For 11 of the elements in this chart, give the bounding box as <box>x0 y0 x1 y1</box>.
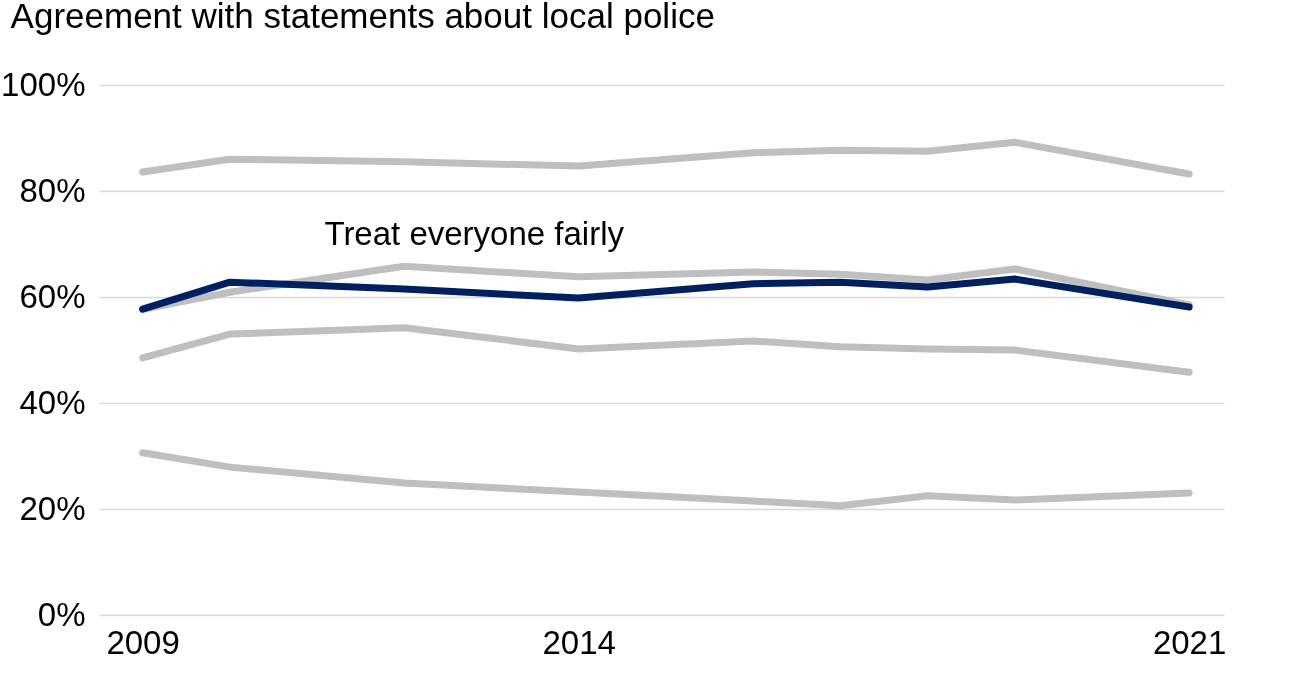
y-tick-label: 60% <box>19 277 86 315</box>
y-tick-label: 100% <box>1 65 86 103</box>
y-tick-label: 40% <box>19 383 86 421</box>
series-label: Treat everyone fairly <box>324 215 625 253</box>
chart-title: Agreement with statements about local police <box>10 0 715 35</box>
x-tick-label: 2009 <box>106 623 180 661</box>
x-tick-label: 2021 <box>1152 623 1227 661</box>
y-tick-label: 80% <box>19 171 86 209</box>
y-tick-label: 20% <box>19 489 86 527</box>
x-tick-label: 2014 <box>542 623 616 661</box>
y-tick-label: 0% <box>37 595 86 633</box>
